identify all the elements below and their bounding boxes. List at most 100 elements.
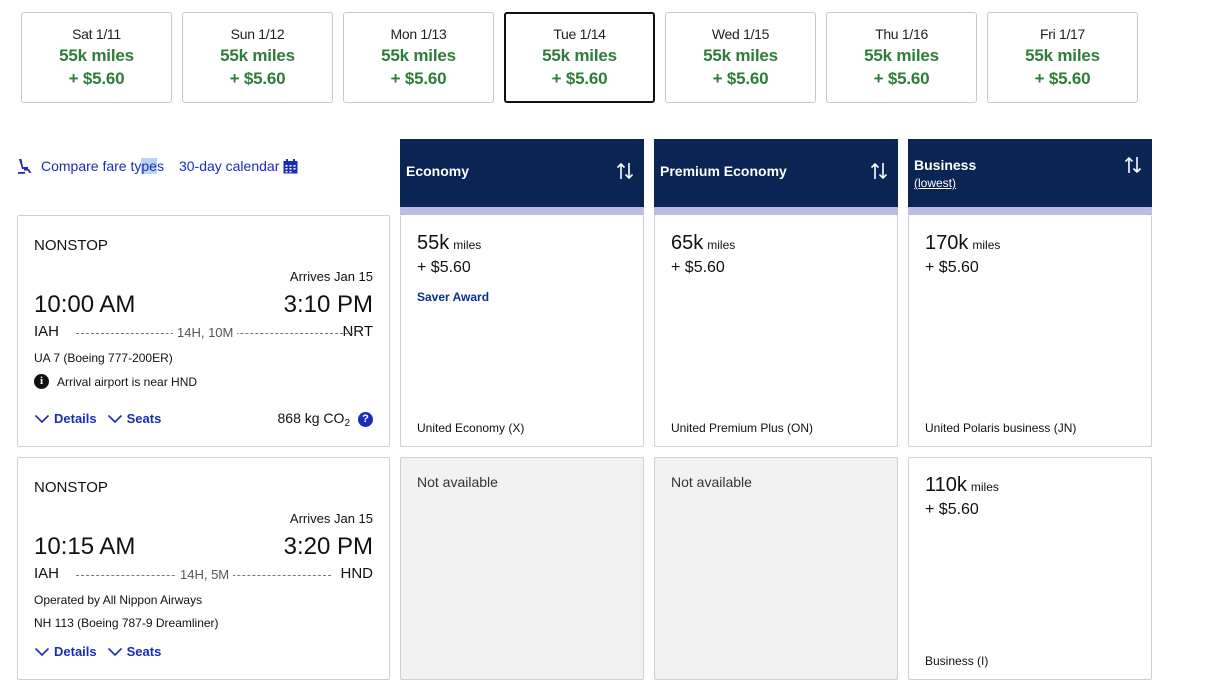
flight-actions: Details Seats xyxy=(34,644,171,659)
emissions-info: 868 kg CO2 ? xyxy=(277,410,373,429)
fare-miles: 170k miles xyxy=(925,232,1001,254)
seats-toggle[interactable]: Seats xyxy=(107,411,161,426)
departure-time: 10:00 AM xyxy=(34,291,136,318)
fare-cabin-class: United Polaris business (JN) xyxy=(925,421,1077,435)
fare-cell-premium-economy[interactable]: 65k miles + $5.60 United Premium Plus (ON… xyxy=(654,215,898,447)
fare-fee: + $5.60 xyxy=(671,259,725,276)
flight-duration: 14H, 10M xyxy=(173,325,238,340)
fare-fee: + $5.60 xyxy=(417,259,471,276)
info-icon: i xyxy=(34,374,49,389)
chevron-down-icon xyxy=(34,414,50,423)
fare-fee: + $5.60 xyxy=(925,259,979,276)
date-miles: 55k miles xyxy=(381,46,456,65)
column-title: Business xyxy=(914,157,977,173)
date-miles: 55k miles xyxy=(1025,46,1100,65)
seats-label: Seats xyxy=(126,644,162,659)
column-header-bar xyxy=(400,207,644,215)
fare-cell-economy[interactable]: 55k miles + $5.60 Saver Award United Econ… xyxy=(400,215,644,447)
airport-notice-text: Arrival airport is near HND xyxy=(57,374,198,389)
fare-cell-premium-economy-unavailable: Not available xyxy=(654,457,898,680)
column-title: Premium Economy xyxy=(660,163,787,179)
fare-cell-economy-unavailable: Not available xyxy=(400,457,644,680)
calendar-link-label: 30-day calendar xyxy=(178,158,280,174)
date-label: Mon 1/13 xyxy=(390,26,447,42)
not-available-label: Not available xyxy=(671,474,752,490)
date-price: + $5.60 xyxy=(390,69,447,88)
date-miles: 55k miles xyxy=(220,46,295,65)
date-label: Tue 1/14 xyxy=(553,26,606,42)
destination-airport: NRT xyxy=(342,323,373,340)
date-option-wed[interactable]: Wed 1/15 55k miles + $5.60 xyxy=(665,12,816,103)
sort-icon[interactable] xyxy=(870,161,888,181)
seats-toggle[interactable]: Seats xyxy=(107,644,162,659)
column-title: Economy xyxy=(406,163,470,179)
date-miles: 55k miles xyxy=(864,46,939,65)
arrival-date: Arrives Jan 15 xyxy=(289,511,373,526)
compare-fare-types-label: Compare fare types xyxy=(41,158,164,174)
column-subtitle: (lowest) xyxy=(914,176,957,190)
fare-miles: 110k miles xyxy=(925,474,999,496)
date-option-sun[interactable]: Sun 1/12 55k miles + $5.60 xyxy=(182,12,333,103)
flight-number: NH 113 (Boeing 787-9 Dreamliner) xyxy=(34,616,219,630)
arrival-date: Arrives Jan 15 xyxy=(289,269,373,284)
date-option-thu[interactable]: Thu 1/16 55k miles + $5.60 xyxy=(826,12,977,103)
fare-fee: + $5.60 xyxy=(925,501,979,518)
arrival-time: 3:10 PM xyxy=(283,291,373,318)
date-option-sat[interactable]: Sat 1/11 55k miles + $5.60 xyxy=(21,12,172,103)
calendar-icon xyxy=(283,158,298,173)
origin-airport: IAH xyxy=(34,565,60,582)
date-label: Wed 1/15 xyxy=(711,26,770,42)
departure-time: 10:15 AM xyxy=(34,533,136,560)
column-header-economy[interactable]: Economy xyxy=(400,139,644,215)
date-price: + $5.60 xyxy=(712,69,769,88)
date-price: + $5.60 xyxy=(68,69,125,88)
seat-icon xyxy=(18,159,32,174)
sort-icon[interactable] xyxy=(1124,155,1142,175)
not-available-label: Not available xyxy=(417,474,498,490)
details-toggle[interactable]: Details xyxy=(34,644,97,659)
fare-cabin-class: Business (I) xyxy=(925,654,989,668)
date-price: + $5.60 xyxy=(551,69,608,88)
date-price: + $5.60 xyxy=(1034,69,1091,88)
flight-card: NONSTOP Arrives Jan 15 10:15 AM 3:20 PM … xyxy=(17,457,390,680)
origin-airport: IAH xyxy=(34,323,60,340)
saver-award-badge: Saver Award xyxy=(417,290,490,304)
stops-label: NONSTOP xyxy=(34,237,108,254)
date-option-mon[interactable]: Mon 1/13 55k miles + $5.60 xyxy=(343,12,494,103)
date-label: Sun 1/12 xyxy=(230,26,285,42)
details-label: Details xyxy=(54,644,97,659)
column-header-bar xyxy=(908,207,1152,215)
date-label: Fri 1/17 xyxy=(1039,26,1086,42)
chevron-down-icon xyxy=(107,414,122,423)
date-price: + $5.60 xyxy=(873,69,930,88)
date-option-tue-selected[interactable]: Tue 1/14 55k miles + $5.60 xyxy=(504,12,655,103)
details-label: Details xyxy=(54,411,97,426)
fare-miles: 55k miles xyxy=(417,232,482,254)
operated-by: Operated by All Nippon Airways xyxy=(34,593,203,607)
column-header-premium-economy[interactable]: Premium Economy xyxy=(654,139,898,215)
flight-card: NONSTOP Arrives Jan 15 10:00 AM 3:10 PM … xyxy=(17,215,390,447)
stops-label: NONSTOP xyxy=(34,479,108,496)
fare-cell-business[interactable]: 170k miles + $5.60 United Polaris busines… xyxy=(908,215,1152,447)
sort-icon[interactable] xyxy=(616,161,634,181)
fare-cell-business[interactable]: 110k miles + $5.60 Business (I) xyxy=(908,457,1152,680)
date-label: Thu 1/16 xyxy=(875,26,928,42)
arrival-time: 3:20 PM xyxy=(283,533,373,560)
date-miles: 55k miles xyxy=(703,46,778,65)
flight-actions: Details Seats xyxy=(34,411,171,426)
emissions-value: 868 kg CO2 xyxy=(277,410,351,429)
fare-cabin-class: United Economy (X) xyxy=(417,421,525,435)
chevron-down-icon xyxy=(34,647,50,656)
date-miles: 55k miles xyxy=(59,46,134,65)
thirty-day-calendar-link[interactable]: 30-day calendar xyxy=(179,158,298,174)
column-header-bar xyxy=(654,207,898,215)
fare-cabin-class: United Premium Plus (ON) xyxy=(671,421,814,435)
flight-number: UA 7 (Boeing 777-200ER) xyxy=(34,351,173,365)
details-toggle[interactable]: Details xyxy=(34,411,97,426)
help-icon[interactable]: ? xyxy=(358,412,373,427)
date-option-fri[interactable]: Fri 1/17 55k miles + $5.60 xyxy=(987,12,1138,103)
column-header-business[interactable]: Business (lowest) xyxy=(908,139,1152,215)
flight-duration: 14H, 5M xyxy=(176,567,234,582)
view-options-row: Compare fare types 30-day calendar xyxy=(16,155,298,177)
compare-fare-types-link[interactable]: Compare fare types xyxy=(16,157,164,175)
